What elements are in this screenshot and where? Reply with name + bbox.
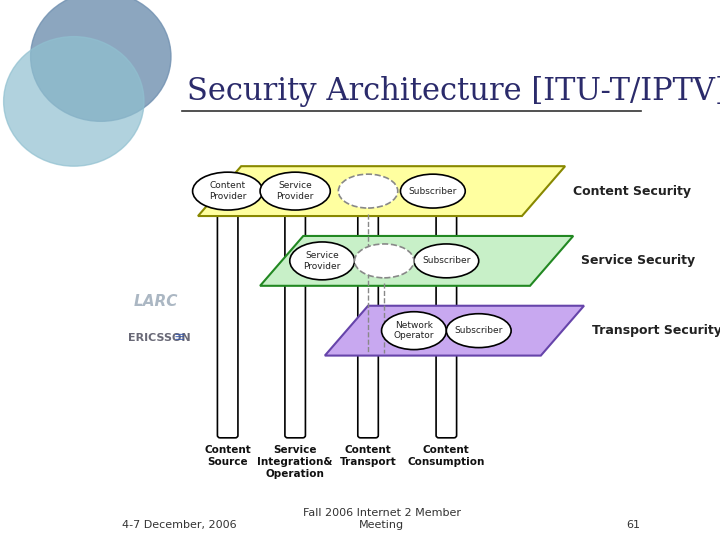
Text: Subscriber: Subscriber xyxy=(409,187,457,195)
Text: Content Security: Content Security xyxy=(573,185,691,198)
FancyBboxPatch shape xyxy=(358,211,378,438)
Ellipse shape xyxy=(400,174,465,208)
Text: Fall 2006 Internet 2 Member
Meeting: Fall 2006 Internet 2 Member Meeting xyxy=(302,509,461,530)
FancyBboxPatch shape xyxy=(217,211,238,438)
Text: 61: 61 xyxy=(626,520,641,530)
Polygon shape xyxy=(325,306,584,355)
Ellipse shape xyxy=(382,312,446,349)
FancyBboxPatch shape xyxy=(285,211,305,438)
Text: Service
Provider: Service Provider xyxy=(276,181,314,201)
Polygon shape xyxy=(198,166,565,216)
Ellipse shape xyxy=(446,314,511,348)
Ellipse shape xyxy=(260,172,330,210)
Text: LARC: LARC xyxy=(133,294,178,309)
Ellipse shape xyxy=(289,242,354,280)
Ellipse shape xyxy=(414,244,479,278)
Ellipse shape xyxy=(354,244,414,278)
Text: 4-7 December, 2006: 4-7 December, 2006 xyxy=(122,520,237,530)
Text: Subscriber: Subscriber xyxy=(422,256,471,265)
FancyBboxPatch shape xyxy=(436,211,456,438)
Text: Service
Provider: Service Provider xyxy=(303,251,341,271)
Text: Service
Integration&
Operation: Service Integration& Operation xyxy=(258,446,333,478)
Ellipse shape xyxy=(338,174,397,208)
Ellipse shape xyxy=(192,172,263,210)
Text: Content
Provider: Content Provider xyxy=(209,181,246,201)
Text: Security Architecture [ITU-T/IPTV]: Security Architecture [ITU-T/IPTV] xyxy=(187,77,720,107)
Text: Content
Source: Content Source xyxy=(204,446,251,467)
Text: ERICSSON: ERICSSON xyxy=(127,333,190,343)
Text: Service Security: Service Security xyxy=(581,254,696,267)
Text: Transport Security: Transport Security xyxy=(592,324,720,337)
Polygon shape xyxy=(260,236,573,286)
Circle shape xyxy=(31,0,171,122)
Text: Content
Transport: Content Transport xyxy=(340,446,397,467)
Circle shape xyxy=(4,37,144,166)
Text: ≡: ≡ xyxy=(174,329,185,343)
Text: Network
Operator: Network Operator xyxy=(394,321,434,340)
Text: Subscriber: Subscriber xyxy=(454,326,503,335)
Text: Content
Consumption: Content Consumption xyxy=(408,446,485,467)
